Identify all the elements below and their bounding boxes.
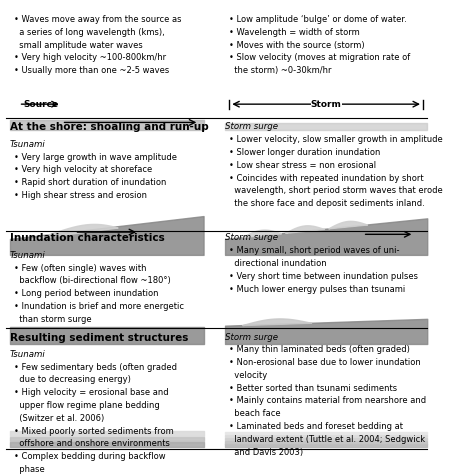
Text: Tsunami: Tsunami: [10, 350, 46, 359]
Text: Inundation characteristics: Inundation characteristics: [10, 233, 165, 244]
Text: • Coincides with repeated inundation by short: • Coincides with repeated inundation by …: [229, 173, 424, 182]
Text: • Wavelength = width of storm: • Wavelength = width of storm: [229, 28, 360, 37]
Text: Storm: Storm: [310, 100, 342, 109]
Text: • Inundation is brief and more energetic: • Inundation is brief and more energetic: [14, 302, 184, 311]
Text: Tsunami: Tsunami: [10, 251, 46, 260]
Text: backflow (bi-directional flow ~180°): backflow (bi-directional flow ~180°): [14, 276, 171, 285]
Text: • Usually more than one ~2-5 waves: • Usually more than one ~2-5 waves: [14, 66, 170, 75]
Text: landward extent (Tuttle et al. 2004; Sedgwick: landward extent (Tuttle et al. 2004; Sed…: [229, 435, 426, 444]
Text: • Many thin laminated beds (often graded): • Many thin laminated beds (often graded…: [229, 346, 410, 355]
Text: • High velocity = erosional base and: • High velocity = erosional base and: [14, 388, 169, 397]
Text: • Mainly contains material from nearshore and: • Mainly contains material from nearshor…: [229, 396, 427, 405]
Text: than storm surge: than storm surge: [14, 315, 92, 324]
Text: At the shore: shoaling and run-up: At the shore: shoaling and run-up: [10, 122, 209, 132]
Text: due to decreasing energy): due to decreasing energy): [14, 375, 131, 384]
Text: and Davis 2003): and Davis 2003): [229, 447, 303, 456]
Text: beach face: beach face: [229, 409, 281, 418]
Text: • Low shear stress = non erosional: • Low shear stress = non erosional: [229, 161, 376, 170]
Text: • Slow velocity (moves at migration rate of: • Slow velocity (moves at migration rate…: [229, 54, 410, 63]
Text: • Very high velocity at shoreface: • Very high velocity at shoreface: [14, 165, 153, 174]
Text: Resulting sediment structures: Resulting sediment structures: [10, 333, 188, 343]
Text: • Low amplitude ‘bulge’ or dome of water.: • Low amplitude ‘bulge’ or dome of water…: [229, 15, 407, 24]
Text: small amplitude water waves: small amplitude water waves: [14, 41, 143, 50]
Text: Tsunami: Tsunami: [10, 140, 46, 149]
Text: • Many small, short period waves of uni-: • Many small, short period waves of uni-: [229, 246, 400, 255]
Text: the shore face and deposit sediments inland.: the shore face and deposit sediments inl…: [229, 199, 425, 208]
Text: • Few (often single) waves with: • Few (often single) waves with: [14, 264, 147, 273]
Text: • High shear stress and erosion: • High shear stress and erosion: [14, 191, 147, 200]
Text: upper flow regime plane bedding: upper flow regime plane bedding: [14, 401, 160, 410]
Text: • Mixed poorly sorted sediments from: • Mixed poorly sorted sediments from: [14, 427, 174, 436]
Text: • Much lower energy pulses than tsunami: • Much lower energy pulses than tsunami: [229, 284, 406, 293]
Text: • Slower longer duration inundation: • Slower longer duration inundation: [229, 148, 381, 157]
Text: velocity: velocity: [229, 371, 268, 380]
Text: • Better sorted than tsunami sediments: • Better sorted than tsunami sediments: [229, 383, 398, 392]
Text: Storm surge: Storm surge: [225, 233, 278, 242]
Text: • Very short time between inundation pulses: • Very short time between inundation pul…: [229, 272, 419, 281]
Text: (Switzer et al. 2006): (Switzer et al. 2006): [14, 414, 105, 423]
Text: • Rapid short duration of inundation: • Rapid short duration of inundation: [14, 178, 167, 187]
Text: • Non-erosional base due to lower inundation: • Non-erosional base due to lower inunda…: [229, 358, 421, 367]
Text: wavelength, short period storm waves that erode: wavelength, short period storm waves tha…: [229, 186, 443, 195]
Text: • Very large growth in wave amplitude: • Very large growth in wave amplitude: [14, 153, 177, 162]
Text: • Lower velocity, slow smaller growth in amplitude: • Lower velocity, slow smaller growth in…: [229, 135, 443, 144]
Text: • Moves with the source (storm): • Moves with the source (storm): [229, 41, 365, 50]
Text: offshore and onshore environments: offshore and onshore environments: [14, 439, 170, 448]
Text: directional inundation: directional inundation: [229, 259, 327, 268]
Text: • Complex bedding during backflow: • Complex bedding during backflow: [14, 452, 166, 461]
Text: • Few sedimentary beds (often graded: • Few sedimentary beds (often graded: [14, 363, 177, 372]
Text: a series of long wavelength (kms),: a series of long wavelength (kms),: [14, 28, 165, 37]
Text: • Very high velocity ~100-800km/hr: • Very high velocity ~100-800km/hr: [14, 54, 166, 63]
Text: the storm) ~0-30km/hr: the storm) ~0-30km/hr: [229, 66, 332, 75]
Text: • Long period between inundation: • Long period between inundation: [14, 289, 159, 298]
Text: Storm surge: Storm surge: [225, 122, 278, 131]
Text: • Laminated beds and foreset bedding at: • Laminated beds and foreset bedding at: [229, 422, 403, 431]
Text: phase: phase: [14, 465, 45, 474]
Text: Source: Source: [23, 100, 58, 109]
Text: Storm surge: Storm surge: [225, 333, 278, 342]
Text: • Waves move away from the source as: • Waves move away from the source as: [14, 15, 182, 24]
